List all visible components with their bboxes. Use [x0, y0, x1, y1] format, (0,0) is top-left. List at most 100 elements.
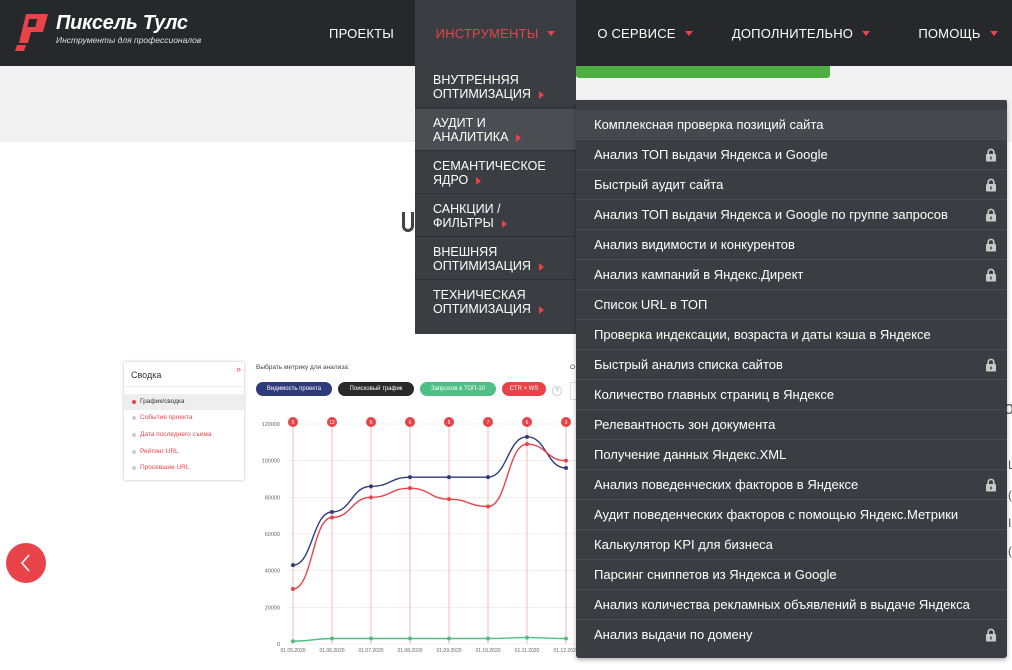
preview-label-fragment: О [570, 364, 576, 371]
tools-item-audit-analytics[interactable]: АУДИТ И АНАЛИТИКА [415, 109, 576, 151]
series-point [330, 515, 334, 520]
event-marker [483, 417, 493, 427]
audit-submenu-item-label: Анализ кампаний в Яндекс.Директ [594, 267, 804, 282]
event-marker-label: 7 [487, 420, 490, 426]
audit-submenu-item[interactable]: Быстрый анализ списка сайтов [576, 350, 1007, 380]
preview-metric-label: Выбрать метрику для анализа: [256, 364, 350, 371]
tools-item-line1: СЕМАНТИЧЕСКОЕ [433, 159, 546, 173]
top-header: Пиксель Тулс Инструменты для профессиона… [0, 0, 1012, 66]
event-marker [327, 417, 337, 427]
arrow-right-icon [538, 305, 544, 314]
y-tick-label: 20000 [265, 605, 280, 611]
audit-submenu: Комплексная проверка позиций сайта Анализ… [576, 100, 1007, 658]
nav-help[interactable]: ПОМОЩЬ [904, 0, 1012, 66]
series-line [292, 636, 567, 642]
nav-label: ПОМОЩЬ [918, 25, 981, 41]
arrow-right-icon [538, 90, 544, 99]
event-marker [405, 417, 415, 427]
event-marker [522, 417, 532, 427]
series-point [330, 510, 334, 514]
tools-item-internal-optimization[interactable]: ВНУТРЕННЯЯ ОПТИМИЗАЦИЯ [415, 66, 576, 108]
series-point [564, 466, 568, 470]
green-banner[interactable] [576, 66, 830, 78]
edge-fragment: ( [1008, 488, 1012, 502]
x-tick-label: 01.05.2020 [280, 648, 305, 654]
audit-submenu-item[interactable]: Проверка индексации, возраста и даты кэш… [576, 320, 1007, 350]
preview-pill-traffic: Поисковый трафик [338, 382, 414, 396]
tools-dropdown: ВНУТРЕННЯЯ ОПТИМИЗАЦИЯ АУДИТ И АНАЛИТИКА… [415, 66, 576, 334]
slider-prev-button[interactable] [6, 543, 46, 583]
nav-about[interactable]: О СЕРВИСЕ [585, 0, 705, 66]
edge-fragment: I [1008, 516, 1012, 530]
series-point [486, 636, 490, 641]
tools-item-sanctions-filters[interactable]: САНКЦИИ / ФИЛЬТРЫ [415, 195, 576, 237]
audit-submenu-item[interactable]: Список URL в ТОП [576, 290, 1007, 320]
y-tick-label: 0 [277, 642, 280, 648]
arrow-right-icon [538, 262, 544, 271]
nav-label: ИНСТРУМЕНТЫ [435, 25, 539, 41]
event-marker-label: 5 [292, 420, 295, 426]
nav-additional[interactable]: ДОПОЛНИТЕЛЬНО [720, 0, 882, 66]
nav-projects[interactable]: ПРОЕКТЫ [315, 0, 408, 66]
heading-fragment [402, 212, 414, 232]
series-point [291, 639, 295, 644]
audit-submenu-item[interactable]: Анализ ТОП выдачи Яндекса и Google по гр… [576, 200, 1007, 230]
logo[interactable]: Пиксель Тулс Инструменты для профессиона… [14, 10, 204, 54]
audit-submenu-item[interactable]: Калькулятор KPI для бизнеса [576, 530, 1007, 560]
lock-icon [986, 268, 996, 282]
preview-sidebar-item-label: Просевшие URL [140, 464, 190, 471]
series-point [369, 484, 373, 489]
edge-fragment: ( [1008, 544, 1012, 558]
audit-submenu-item[interactable]: Анализ поведенческих факторов в Яндексе [576, 470, 1007, 500]
event-marker-label: 6 [526, 420, 529, 426]
audit-submenu-item[interactable]: Анализ кампаний в Яндекс.Директ [576, 260, 1007, 290]
audit-submenu-item-label: Анализ выдачи по домену [594, 627, 753, 642]
series-point [369, 636, 373, 641]
series-point [486, 475, 490, 480]
tools-item-line1: АУДИТ И [433, 116, 486, 130]
audit-submenu-item[interactable]: Релевантность зон документа [576, 410, 1007, 440]
audit-submenu-item[interactable]: Анализ выдачи по домену [576, 620, 1007, 650]
preview-sidebar: Сводка » График/сводка События проекта Д… [124, 362, 244, 480]
audit-submenu-item-label: Список URL в ТОП [594, 297, 708, 312]
nav-tools[interactable]: ИНСТРУМЕНТЫ [415, 0, 576, 66]
x-tick-label: 01.06.2020 [319, 648, 344, 654]
audit-submenu-item[interactable]: Анализ количества рекламных объявлений в… [576, 590, 1007, 620]
preview-sidebar-item: График/сводка [124, 394, 244, 410]
audit-submenu-item[interactable]: Анализ видимости и конкурентов [576, 230, 1007, 260]
preview-sidebar-item: Рейтинг URL [124, 444, 244, 460]
audit-submenu-item-label: Количество главных страниц в Яндексе [594, 387, 835, 402]
tools-item-external-optimization[interactable]: ВНЕШНЯЯ ОПТИМИЗАЦИЯ [415, 238, 576, 280]
series-point [330, 636, 334, 641]
audit-submenu-item-label: Анализ ТОП выдачи Яндекса и Google по гр… [594, 207, 948, 222]
audit-submenu-item[interactable]: Комплексная проверка позиций сайта [576, 110, 1007, 140]
arrow-right-icon [501, 219, 507, 228]
audit-submenu-item[interactable]: Анализ ТОП выдачи Яндекса и Google [576, 140, 1007, 170]
tools-item-technical-optimization[interactable]: ТЕХНИЧЕСКАЯ ОПТИМИЗАЦИЯ [415, 281, 576, 323]
series-point [525, 635, 529, 640]
audit-submenu-item[interactable]: Количество главных страниц в Яндексе [576, 380, 1007, 410]
x-tick-label: 01.07.2020 [358, 648, 383, 654]
tools-item-semantic-core[interactable]: СЕМАНТИЧЕСКОЕ ЯДРО [415, 152, 576, 194]
preview-sidebar-item-label: События проекта [140, 414, 193, 421]
preview-sidebar-title: Сводка [131, 370, 162, 380]
preview-pill-visibility: Видимость проекта [256, 382, 332, 396]
logo-mark-icon [15, 14, 48, 51]
series-point [447, 497, 451, 502]
lock-icon [986, 628, 996, 642]
preview-sidebar-item-label: Дата последнего съема [140, 431, 212, 438]
audit-submenu-item[interactable]: Быстрый аудит сайта [576, 170, 1007, 200]
y-tick-label: 40000 [265, 569, 280, 575]
event-marker [288, 417, 298, 427]
audit-submenu-item[interactable]: Аудит поведенческих факторов с помощью Я… [576, 500, 1007, 530]
y-tick-label: 60000 [265, 532, 280, 538]
series-point [525, 434, 529, 439]
audit-submenu-item[interactable]: Парсинг сниппетов из Яндекса и Google [576, 560, 1007, 590]
x-tick-label: 01.09.2020 [436, 648, 461, 654]
series-point [525, 442, 529, 447]
preview-sidebar-item-label: График/сводка [140, 398, 185, 405]
x-tick-label: 01.10.2020 [475, 648, 500, 654]
audit-submenu-item[interactable]: Получение данных Яндекс.XML [576, 440, 1007, 470]
caret-down-icon [684, 30, 693, 36]
double-chevron-icon: » [236, 364, 242, 374]
